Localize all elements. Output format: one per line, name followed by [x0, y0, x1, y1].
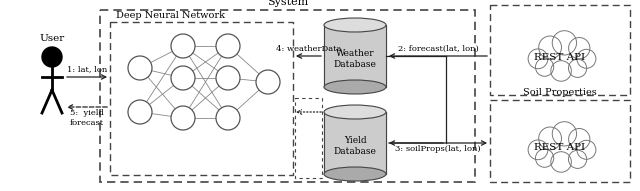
Circle shape — [216, 66, 240, 90]
Circle shape — [568, 37, 590, 59]
Circle shape — [42, 47, 62, 67]
Ellipse shape — [324, 18, 386, 32]
Circle shape — [171, 106, 195, 130]
Circle shape — [216, 34, 240, 58]
Text: 2: forecast(lat, lon): 2: forecast(lat, lon) — [397, 45, 478, 53]
Circle shape — [568, 129, 590, 150]
Circle shape — [568, 150, 587, 168]
Text: Yield
Database: Yield Database — [333, 136, 376, 156]
Text: REST API: REST API — [534, 143, 586, 152]
Text: 3: soilProps(lat, lon): 3: soilProps(lat, lon) — [395, 145, 481, 153]
Text: User: User — [40, 34, 65, 43]
Text: 5:  yield
forecast: 5: yield forecast — [70, 109, 104, 127]
Text: Weather Forecast: Weather Forecast — [516, 0, 604, 2]
Circle shape — [528, 140, 548, 160]
Circle shape — [568, 59, 587, 77]
Circle shape — [539, 127, 561, 150]
Bar — [100, 10, 475, 182]
Text: Deep Neural Network: Deep Neural Network — [116, 11, 225, 20]
Text: REST API: REST API — [534, 53, 586, 62]
Text: 1: lat, lon: 1: lat, lon — [67, 65, 107, 73]
Circle shape — [536, 149, 554, 167]
Text: Soil Properties: Soil Properties — [523, 88, 597, 97]
Circle shape — [551, 152, 572, 172]
Circle shape — [128, 100, 152, 124]
Circle shape — [536, 58, 554, 76]
Circle shape — [577, 140, 596, 159]
Circle shape — [128, 56, 152, 80]
Circle shape — [551, 61, 572, 81]
Bar — [295, 98, 322, 178]
Text: 4: weatherData: 4: weatherData — [276, 45, 341, 53]
Circle shape — [256, 70, 280, 94]
Circle shape — [171, 66, 195, 90]
Circle shape — [577, 49, 596, 68]
Ellipse shape — [324, 167, 386, 181]
Circle shape — [539, 36, 561, 59]
Circle shape — [171, 34, 195, 58]
Ellipse shape — [324, 105, 386, 119]
Bar — [490, 5, 630, 95]
Circle shape — [552, 31, 577, 55]
Ellipse shape — [324, 80, 386, 94]
Text: System: System — [267, 0, 308, 7]
Bar — [110, 22, 293, 175]
Circle shape — [216, 106, 240, 130]
Bar — [490, 100, 630, 182]
Circle shape — [552, 122, 577, 146]
Circle shape — [528, 49, 548, 69]
Text: Weather
Database: Weather Database — [333, 49, 376, 69]
